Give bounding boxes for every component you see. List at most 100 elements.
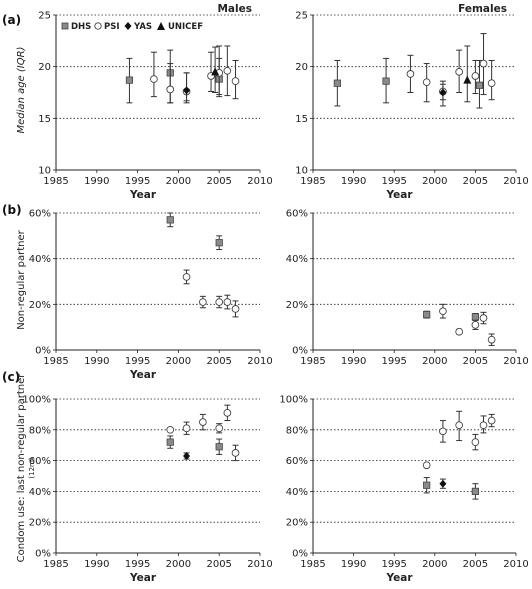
x-tick-label: 2010: [247, 356, 272, 367]
y-tick-label: 0%: [292, 346, 308, 357]
psi-point: [479, 421, 488, 430]
yas-point: [183, 451, 191, 460]
y-tick-label: 0%: [35, 346, 51, 357]
y-tick-label: 40%: [286, 487, 308, 498]
psi-point: [215, 298, 224, 306]
y-tick-label: 10: [295, 166, 308, 177]
x-axis-label: Year: [385, 189, 413, 201]
unicef-point: [463, 75, 472, 84]
psi-point: [231, 305, 240, 313]
legend-psi-label: PSI: [104, 22, 120, 32]
y-tick-label: 60%: [286, 456, 308, 467]
psi-point: [231, 77, 240, 85]
dhs-point: [166, 438, 174, 446]
x-tick-label: 2000: [422, 356, 447, 367]
psi-point: [422, 78, 431, 87]
x-tick-label: 1990: [84, 176, 109, 187]
x-tick-label: 1985: [300, 559, 325, 570]
y-tick-label: 0%: [35, 549, 51, 560]
y-tick-label: 15: [295, 114, 308, 125]
x-tick-label: 1995: [125, 559, 150, 570]
y-tick-label: 60%: [286, 209, 308, 220]
psi-point: [471, 438, 480, 446]
y-tick-label: 25: [38, 11, 51, 22]
x-tick-label: 1985: [300, 356, 325, 367]
psi-point: [422, 461, 431, 470]
chart-5: 0% 20% 40% 60% 80% 100% 1985 1990 1995 2000 2005 20…: [279, 395, 528, 585]
x-tick-label: 2000: [166, 559, 191, 570]
dhs-point: [125, 76, 134, 84]
x-tick-label: 2000: [166, 356, 191, 367]
psi-point: [487, 416, 496, 425]
psi-point: [455, 421, 464, 430]
y-tick-label: 40%: [286, 254, 308, 265]
dhs-point: [471, 487, 480, 496]
x-tick-label: 2010: [503, 356, 528, 367]
y-tick-label: 20%: [29, 518, 51, 529]
y-tick-label: 20%: [286, 300, 308, 311]
x-tick-label: 1985: [300, 176, 325, 187]
x-axis-label: Year: [129, 369, 157, 381]
y-tick-label: 0%: [292, 549, 308, 560]
y-tick-label: 25: [295, 11, 308, 22]
psi-point: [166, 425, 175, 434]
x-tick-label: 2005: [463, 176, 488, 187]
x-axis-label: Year: [129, 572, 157, 584]
psi-point: [439, 427, 447, 436]
x-tick-label: 1995: [381, 356, 406, 367]
yas-point: [183, 86, 191, 95]
dhs-point: [166, 216, 174, 224]
psi-point: [471, 72, 480, 80]
psi-point: [199, 418, 207, 426]
psi-point: [471, 321, 480, 329]
dhs-point: [423, 481, 431, 489]
psi-point: [166, 85, 175, 94]
legend-dhs-label: DHS: [71, 22, 91, 32]
x-tick-label: 1990: [84, 559, 109, 570]
ylabel-median-age: Median age (IQR): [16, 47, 27, 134]
x-tick-label: 1985: [43, 176, 68, 187]
yas-point: [439, 479, 447, 488]
x-tick-label: 2005: [206, 559, 231, 570]
y-tick-label: 100%: [279, 395, 308, 406]
x-axis-label: Year: [385, 572, 413, 584]
x-tick-label: 1995: [125, 356, 150, 367]
chart-4: 0% 20% 40% 60% 80% 100% 1985 1990 1995 2000 2005 20…: [22, 395, 272, 585]
chart-2: 0% 20% 40% 60% 1985 1990 1995 2000 2005 2010 Year: [29, 209, 273, 382]
psi-point: [231, 449, 240, 457]
x-tick-label: 1995: [381, 176, 406, 187]
y-tick-label: 60%: [29, 456, 51, 467]
x-tick-label: 1985: [43, 559, 68, 570]
legend: DHS PSI YAS UNICEF: [61, 22, 203, 32]
psi-point: [223, 66, 232, 75]
y-tick-label: 15: [38, 114, 51, 125]
x-tick-label: 2005: [463, 356, 488, 367]
psi-point: [199, 298, 207, 306]
dhs-point: [423, 311, 431, 319]
dhs-point: [471, 313, 480, 321]
x-tick-label: 2005: [463, 559, 488, 570]
chart-1: 10 15 20 25 1985 1990 1995 2000 2005 2010 Year: [295, 11, 528, 202]
psi-point: [223, 409, 232, 417]
column-title-males: Males: [217, 3, 252, 15]
ylabel-condom-use: Condom use: last non-regular partner: [16, 373, 27, 563]
legend-yas-marker: [124, 22, 132, 30]
panel-label-a: (a): [2, 13, 21, 27]
dhs-point: [382, 77, 390, 85]
ylabel-condom-use-sub: (12m): [28, 457, 36, 478]
x-tick-label: 2010: [503, 176, 528, 187]
x-tick-label: 1990: [341, 356, 366, 367]
x-tick-label: 2010: [247, 176, 272, 187]
y-tick-label: 20%: [29, 300, 51, 311]
x-tick-label: 1985: [43, 356, 68, 367]
dhs-point: [215, 239, 223, 247]
psi-point: [479, 314, 488, 322]
x-axis-label: Year: [129, 189, 157, 201]
legend-yas-label: YAS: [133, 22, 152, 32]
x-tick-label: 2010: [247, 559, 272, 570]
x-tick-label: 1990: [84, 356, 109, 367]
yas-point: [439, 88, 447, 97]
dhs-point: [333, 79, 341, 87]
psi-point: [487, 335, 496, 344]
